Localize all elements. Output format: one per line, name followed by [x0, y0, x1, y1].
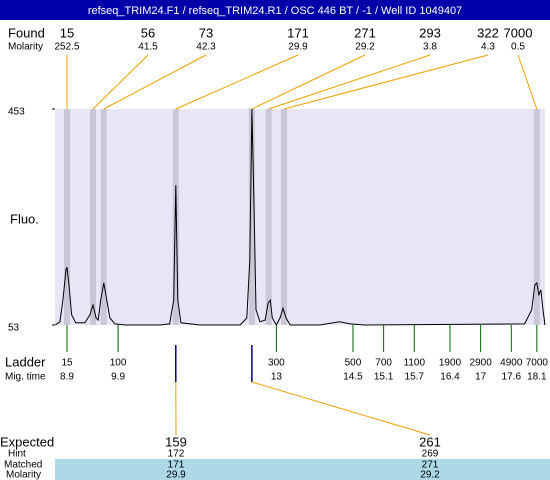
- expected-size: 261: [419, 434, 441, 449]
- peak-connector: [283, 54, 489, 110]
- expected-hint: 172: [168, 449, 185, 460]
- ladder-label: Ladder: [5, 354, 46, 369]
- peak-band: [281, 109, 288, 325]
- peak-band: [90, 109, 97, 325]
- found-size: 322: [477, 25, 499, 40]
- title-bar: [0, 0, 550, 20]
- expected-molarity: 29.9: [166, 470, 186, 480]
- ladder-size: 500: [345, 358, 362, 369]
- ladder-size: 7000: [526, 358, 549, 369]
- ladder-time: 15.1: [374, 372, 394, 383]
- found-molarity: 4.3: [481, 42, 495, 53]
- ladder-size: 1900: [439, 358, 462, 369]
- ladder-time: 15.7: [405, 372, 425, 383]
- expected-molarity: 29.2: [420, 470, 440, 480]
- peak-band: [248, 109, 255, 325]
- ladder-time: 17: [475, 372, 487, 383]
- y-label: Fluo.: [10, 211, 39, 226]
- peak-band: [265, 109, 272, 325]
- title: refseq_TRIM24.F1 / refseq_TRIM24.R1 / OS…: [88, 5, 462, 17]
- expected-hint: 269: [422, 449, 439, 460]
- peak-band: [533, 109, 540, 325]
- expected-matched: 271: [422, 460, 439, 471]
- ladder-time: 8.9: [60, 372, 74, 383]
- found-molarity: 41.5: [138, 42, 158, 53]
- hint-label: Hint: [8, 449, 26, 460]
- expected-connector: [251, 381, 431, 436]
- ladder-time: 17.6: [502, 372, 522, 383]
- found-molarity: 42.3: [196, 42, 216, 53]
- ladder-time: 18.1: [527, 372, 547, 383]
- found-size: 7000: [504, 25, 533, 40]
- peak-band: [172, 109, 179, 325]
- peak-band: [64, 109, 71, 325]
- peak-connector: [175, 54, 299, 110]
- y-tick-label: 53: [8, 323, 20, 334]
- ladder-size: 700: [375, 358, 392, 369]
- plot-area: [55, 109, 545, 325]
- peak-connector: [517, 54, 538, 110]
- found-size: 15: [60, 25, 74, 40]
- found-size: 271: [354, 25, 376, 40]
- found-molarity: 3.8: [423, 42, 437, 53]
- ladder-time: 16.4: [440, 372, 460, 383]
- ladder-size: 1100: [404, 358, 426, 369]
- trace: [55, 108, 546, 327]
- peak-connector: [103, 54, 207, 110]
- ladder-size: 4900: [500, 358, 523, 369]
- ladder-size: 100: [110, 358, 127, 369]
- ladder-time: 13: [271, 372, 283, 383]
- matched-label: Matched: [4, 460, 42, 471]
- found-label: Found: [8, 25, 45, 40]
- peak-connector: [251, 54, 366, 110]
- matched-band: [55, 459, 550, 480]
- found-molarity: 29.9: [288, 42, 308, 53]
- expected-matched: 171: [168, 460, 185, 471]
- ladder-time: 14.5: [343, 372, 363, 383]
- ladder-size: 2900: [470, 358, 493, 369]
- ladder-size: 300: [268, 358, 285, 369]
- found-molarity: 252.5: [54, 42, 79, 53]
- exp-molarity-label: Molarity: [6, 470, 41, 480]
- found-size: 56: [141, 25, 155, 40]
- y-tick-label: 453: [8, 107, 25, 118]
- found-molarity: 0.5: [511, 42, 525, 53]
- time-label: Mig. time: [5, 372, 46, 383]
- peak-connector: [268, 54, 431, 110]
- ladder-size: 15: [61, 358, 73, 369]
- molarity-label: Molarity: [8, 42, 43, 53]
- expected-size: 159: [165, 434, 187, 449]
- found-molarity: 29.2: [355, 42, 375, 53]
- found-size: 293: [419, 25, 441, 40]
- expected-label: Expected: [0, 434, 54, 449]
- found-size: 171: [287, 25, 309, 40]
- ladder-time: 9.9: [111, 372, 125, 383]
- peak-connector: [92, 54, 149, 110]
- peak-band: [100, 109, 107, 325]
- found-size: 73: [199, 25, 213, 40]
